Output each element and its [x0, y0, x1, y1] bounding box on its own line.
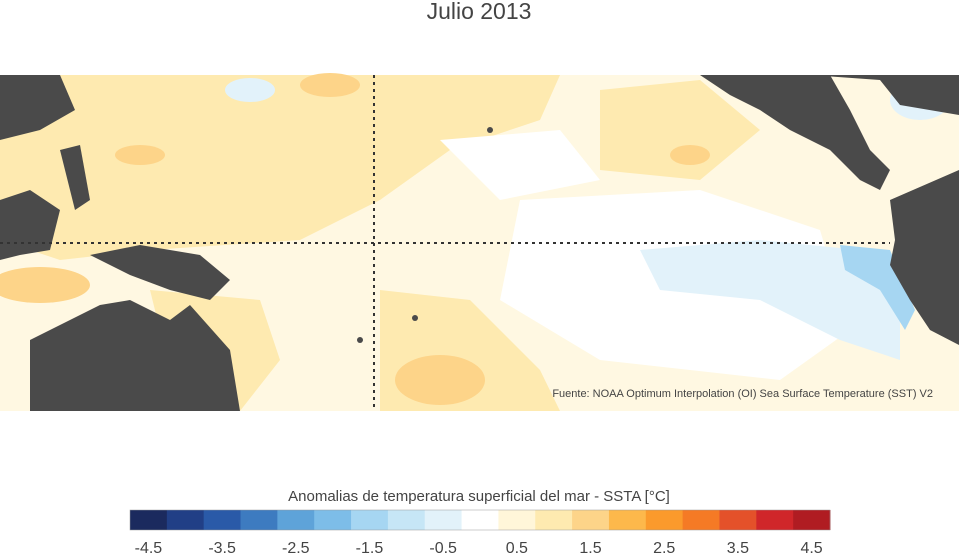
reference-lines	[0, 75, 890, 411]
sst-map: Fuente: NOAA Optimum Interpolation (OI) …	[0, 73, 959, 411]
colorbar-label: Anomalias de temperatura superficial del…	[288, 488, 670, 505]
color-swatch	[166, 510, 205, 530]
colorbar-tick-label: -3.5	[208, 540, 236, 557]
source-note: Fuente: NOAA Optimum Interpolation (OI) …	[552, 388, 933, 400]
color-swatch	[351, 510, 389, 530]
warm-core	[0, 73, 710, 405]
color-swatch	[719, 510, 757, 530]
map-title: Julio 2013	[427, 0, 532, 24]
color-swatch	[314, 510, 352, 530]
colorbar-tick-label: 2.5	[653, 540, 675, 557]
color-swatch	[130, 510, 168, 530]
color-swatch	[535, 510, 573, 530]
colorbar-tick-label: 4.5	[800, 540, 822, 557]
color-swatch	[645, 510, 684, 530]
color-swatch	[756, 510, 794, 530]
color-swatch	[387, 510, 426, 530]
color-swatch	[498, 510, 536, 530]
colorbar-tick-label: 0.5	[506, 540, 528, 557]
colorbar-tick-label: 1.5	[579, 540, 601, 557]
color-swatch	[682, 510, 720, 530]
color-swatch	[461, 510, 499, 530]
color-swatch	[240, 510, 278, 530]
colorbar-tick-label: 3.5	[727, 540, 749, 557]
colorbar-frame	[129, 509, 831, 531]
colorbar-tick-label: -4.5	[135, 540, 163, 557]
color-swatch	[793, 510, 831, 530]
colorbar-tick-label: -0.5	[429, 540, 457, 557]
colorbar-tick-label: -2.5	[282, 540, 310, 557]
color-swatch	[424, 510, 463, 530]
color-swatch	[608, 510, 647, 530]
color-swatch	[572, 510, 610, 530]
color-swatch	[203, 510, 242, 530]
colorbar-tick-label: -1.5	[356, 540, 384, 557]
color-swatch	[277, 510, 315, 530]
